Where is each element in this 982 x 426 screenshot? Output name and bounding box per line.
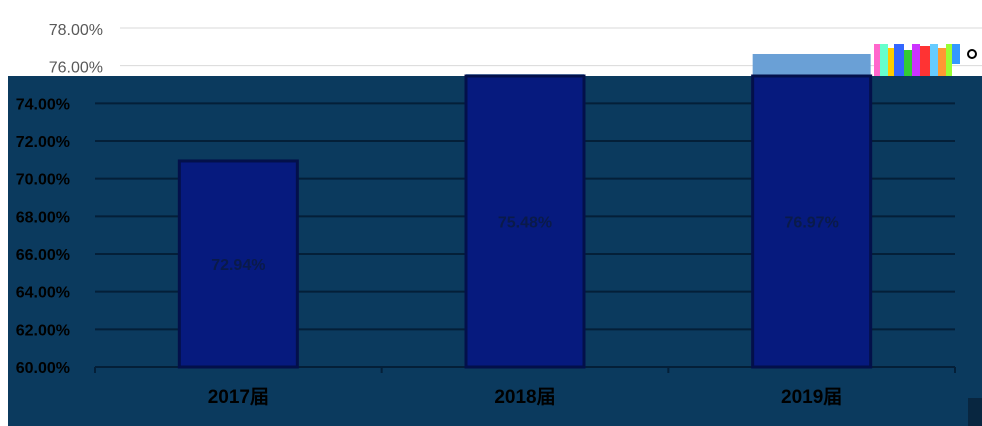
y-tick-label: 72.00% — [16, 134, 70, 151]
y-tick-label: 70.00% — [16, 172, 70, 189]
data-label: 72.94% — [211, 257, 265, 274]
bar — [177, 159, 299, 369]
y-tick-labels-top: 76.00% 78.00% — [49, 22, 103, 77]
corner-block — [968, 398, 982, 426]
x-tick-labels: 2017届 2018届 2019届 — [208, 386, 843, 408]
data-label: 76.97% — [785, 215, 839, 232]
bar-top — [752, 53, 871, 76]
y-tick-label: 78.00% — [49, 22, 103, 39]
bar — [751, 74, 873, 369]
y-tick-label: 64.00% — [16, 285, 70, 302]
x-tick-label: 2017届 — [208, 386, 269, 408]
y-tick-label: 60.00% — [16, 360, 70, 377]
data-label: 75.48% — [498, 215, 552, 232]
bar — [464, 74, 586, 369]
y-tick-label: 66.00% — [16, 247, 70, 264]
y-tick-labels: 60.00% 62.00% 64.00% 66.00% 68.00% 70.00% 72.0… — [16, 96, 70, 377]
noise-artifact — [874, 44, 977, 76]
x-tick-label: 2018届 — [494, 386, 555, 408]
y-tick-label: 76.00% — [49, 60, 103, 77]
y-tick-label: 62.00% — [16, 322, 70, 339]
bars: 72.94% 75.48% 76.97% — [177, 74, 873, 369]
x-tick-label: 2019届 — [781, 386, 842, 408]
y-tick-label: 74.00% — [16, 96, 70, 113]
y-tick-label: 68.00% — [16, 209, 70, 226]
